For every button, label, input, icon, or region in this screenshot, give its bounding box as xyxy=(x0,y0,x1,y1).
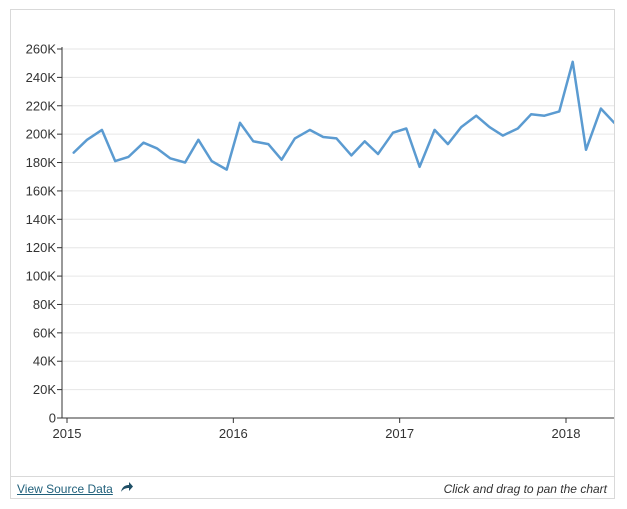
gridlines xyxy=(62,48,614,391)
y-tick-label: 120K xyxy=(26,240,57,255)
y-tick-label: 60K xyxy=(33,325,56,340)
x-tick-label: 2018 xyxy=(552,426,581,441)
plot-area[interactable] xyxy=(72,60,615,171)
pan-hint-text: Click and drag to pan the chart xyxy=(443,482,607,496)
chart-footer: View Source Data Click and drag to pan t… xyxy=(10,476,615,499)
y-tick-label: 160K xyxy=(26,183,57,198)
x-axis: 2015 2016 2017 2018 xyxy=(53,417,614,441)
y-tick-label: 0 xyxy=(49,411,56,426)
chart-frame xyxy=(10,9,615,499)
line-chart[interactable]: 0 20K 40K 60K 80K 100K 120K 140K 160K 180K 200K 220… xyxy=(0,0,627,476)
x-tick-label: 2015 xyxy=(53,426,82,441)
y-tick-label: 240K xyxy=(26,70,57,85)
y-tick-label: 220K xyxy=(26,98,57,113)
share-arrow-icon[interactable] xyxy=(120,481,134,493)
y-tick-label: 20K xyxy=(33,382,56,397)
view-source-data-link[interactable]: View Source Data xyxy=(17,482,113,496)
y-tick-label: 200K xyxy=(26,127,57,142)
y-axis: 0 20K 40K 60K 80K 100K 120K 140K 160K 180K 200K 220… xyxy=(26,42,63,426)
x-tick-label: 2017 xyxy=(385,426,414,441)
y-tick-label: 80K xyxy=(33,297,56,312)
y-tick-label: 100K xyxy=(26,269,57,284)
y-tick-label: 260K xyxy=(26,42,57,57)
series-line[interactable] xyxy=(72,60,615,171)
y-tick-label: 40K xyxy=(33,354,56,369)
y-tick-label: 140K xyxy=(26,212,57,227)
y-tick-label: 180K xyxy=(26,155,57,170)
x-tick-label: 2016 xyxy=(219,426,248,441)
